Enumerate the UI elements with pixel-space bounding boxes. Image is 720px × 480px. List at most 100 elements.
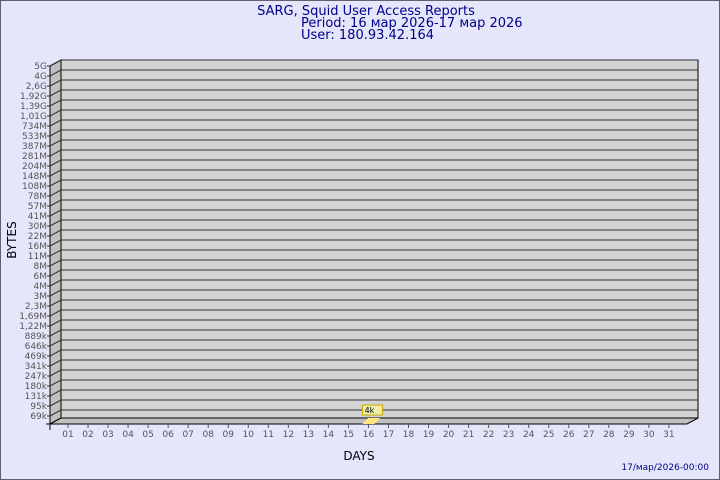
- y-tick-label: 247k: [25, 372, 48, 382]
- gridline-side: [49, 339, 62, 347]
- y-tick-label: 131k: [25, 392, 48, 402]
- x-tick-label: 17: [383, 430, 394, 440]
- gridline-side: [49, 209, 62, 217]
- gridline-side: [49, 79, 62, 87]
- x-tick-label: 15: [343, 430, 354, 440]
- x-tick-label: 16: [363, 430, 375, 440]
- gridline-side: [49, 399, 62, 407]
- gridline-side: [49, 379, 62, 387]
- gridline-side: [49, 349, 62, 357]
- y-tick-label: 533M: [22, 132, 47, 142]
- y-tick-label: 889k: [25, 332, 48, 342]
- gridline-side: [49, 189, 62, 197]
- gridline-side: [49, 269, 62, 277]
- y-tick-label: 281M: [22, 152, 47, 162]
- y-tick-label: 1,22M: [19, 322, 47, 332]
- x-tick-label: 10: [243, 430, 255, 440]
- gridline-side: [49, 99, 62, 107]
- gridline-side: [49, 59, 62, 67]
- x-tick-label: 14: [323, 430, 335, 440]
- x-tick-label: 19: [423, 430, 435, 440]
- bar-day-16: [362, 418, 380, 424]
- gridline-side: [49, 289, 62, 297]
- y-tick-label: 95k: [30, 402, 47, 412]
- y-tick-label: 1,69M: [19, 312, 47, 322]
- gridline-side: [49, 149, 62, 157]
- x-tick-label: 06: [162, 430, 174, 440]
- x-tick-label: 29: [623, 430, 635, 440]
- gridline-side: [49, 199, 62, 207]
- y-tick-label: 341k: [25, 362, 48, 372]
- plot-back-wall: [60, 59, 699, 419]
- y-tick-label: 180k: [25, 382, 48, 392]
- x-tick-label: 01: [62, 430, 73, 440]
- x-tick-label: 22: [483, 430, 494, 440]
- gridline-side: [49, 229, 62, 237]
- gridline-side: [49, 299, 62, 307]
- gridline-side: [49, 89, 62, 97]
- y-tick-label: 1,39G: [20, 102, 47, 112]
- y-tick-label: 5G: [34, 62, 47, 72]
- y-tick-label: 4M: [34, 282, 48, 292]
- y-tick-label: 469k: [25, 352, 48, 362]
- gridline-side: [49, 279, 62, 287]
- y-tick-label: 57M: [28, 202, 47, 212]
- gridline-side: [49, 109, 62, 117]
- y-tick-label: 11M: [28, 252, 47, 262]
- y-tick-label: 1,92G: [20, 92, 47, 102]
- y-tick-label: 1,01G: [20, 112, 47, 122]
- y-tick-label: 22M: [28, 232, 47, 242]
- x-tick-label: 27: [583, 430, 594, 440]
- timestamp: 17/мар/2026-00:00: [621, 463, 709, 473]
- x-tick-label: 13: [303, 430, 314, 440]
- y-tick-label: 41M: [28, 212, 47, 222]
- gridline-side: [49, 239, 62, 247]
- x-tick-label: 02: [82, 430, 93, 440]
- y-tick-label: 16M: [28, 242, 47, 252]
- gridline-side: [49, 139, 62, 147]
- y-tick-label: 646k: [25, 342, 48, 352]
- data-label: 4k: [365, 406, 375, 415]
- y-tick-label: 108M: [22, 182, 47, 192]
- gridline-side: [49, 319, 62, 327]
- y-tick-label: 3M: [34, 292, 48, 302]
- x-tick-label: 31: [663, 430, 674, 440]
- gridline-side: [49, 179, 62, 187]
- x-tick-label: 12: [283, 430, 294, 440]
- chart-title: SARG, Squid User Access Reports: [257, 4, 475, 19]
- x-tick-label: 03: [102, 430, 113, 440]
- gridline-side: [49, 129, 62, 137]
- x-tick-label: 18: [403, 430, 415, 440]
- y-tick-label: 6M: [34, 272, 48, 282]
- gridline-side: [49, 369, 62, 377]
- y-tick-label: 204M: [22, 162, 47, 172]
- y-tick-label: 8M: [34, 262, 48, 272]
- gridline-side: [49, 219, 62, 227]
- x-tick-label: 26: [563, 430, 575, 440]
- gridline-side: [49, 259, 62, 267]
- x-tick-label: 30: [643, 430, 655, 440]
- x-tick-label: 07: [182, 430, 193, 440]
- gridline-side: [49, 249, 62, 257]
- y-tick-label: 2,3M: [25, 302, 47, 312]
- period-label: Period: 16 мар 2026-17 мар 2026: [301, 16, 523, 31]
- y-tick-label: 148M: [22, 172, 47, 182]
- y-axis-label: BYTES: [5, 221, 19, 258]
- gridline-side: [49, 389, 62, 397]
- gridline-side: [49, 69, 62, 77]
- y-tick-label: 387M: [22, 142, 47, 152]
- x-tick-label: 21: [463, 430, 474, 440]
- gridline-side: [49, 309, 62, 317]
- y-tick-label: 4G: [34, 72, 47, 82]
- y-tick-label: 2,6G: [26, 82, 47, 92]
- x-axis-label: DAYS: [343, 449, 374, 463]
- x-tick-label: 04: [122, 430, 134, 440]
- y-tick-label: 30M: [28, 222, 47, 232]
- x-tick-label: 23: [503, 430, 514, 440]
- gridline-side: [49, 119, 62, 127]
- x-tick-label: 24: [523, 430, 535, 440]
- x-tick-label: 20: [443, 430, 455, 440]
- gridline-side: [49, 409, 62, 417]
- y-tick-label: 734M: [22, 122, 47, 132]
